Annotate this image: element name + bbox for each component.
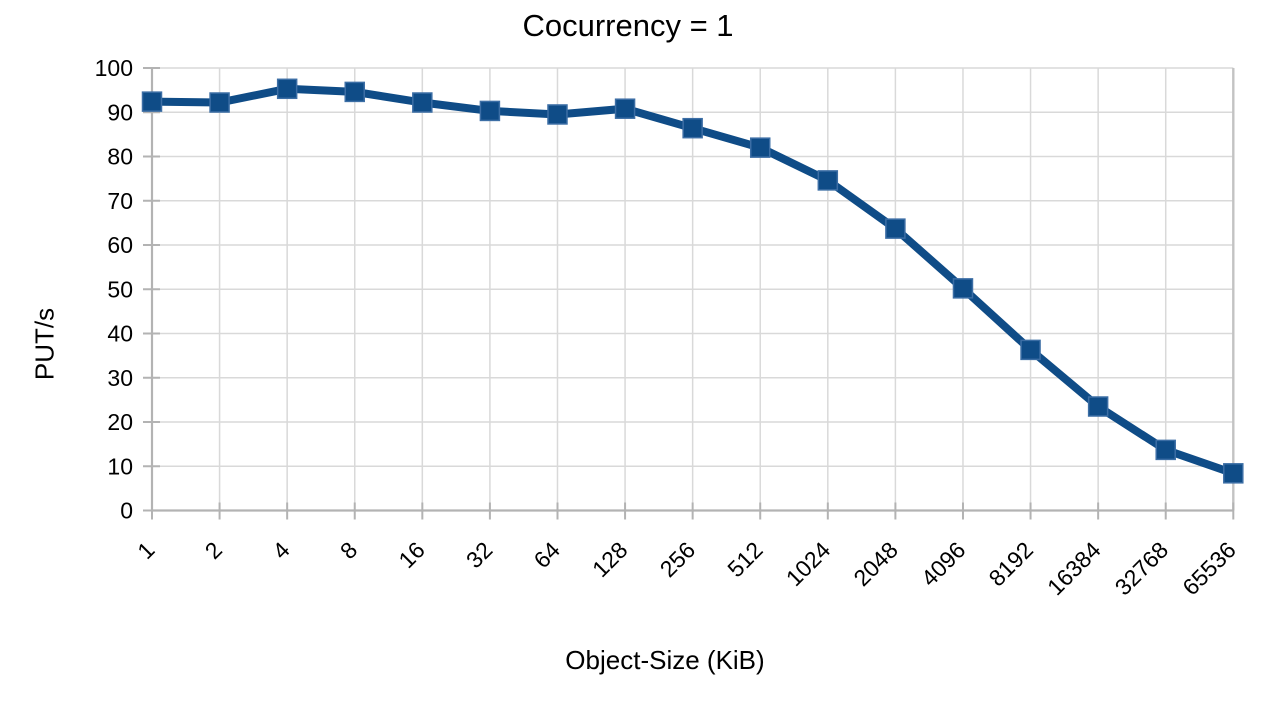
x-tick-label: 32 [461, 537, 497, 573]
x-tick-label: 32768 [1110, 537, 1174, 601]
x-tick-label: 512 [722, 537, 768, 583]
chart-title: Cocurrency = 1 [522, 8, 734, 43]
y-tick-label: 90 [107, 99, 133, 125]
data-point-marker [1223, 463, 1244, 484]
y-tick-label: 20 [107, 409, 133, 435]
x-tick-label: 16384 [1042, 537, 1106, 601]
x-tick-label: 8 [335, 537, 362, 564]
y-tick-label: 10 [107, 453, 133, 479]
y-tick-label: 60 [107, 232, 133, 258]
x-tick-label: 65536 [1177, 537, 1241, 601]
y-tick-label: 100 [95, 55, 133, 81]
data-point-marker [1155, 439, 1176, 461]
y-tick-label: 70 [107, 188, 133, 214]
y-tick-label: 30 [107, 365, 133, 391]
data-point-marker [682, 117, 703, 139]
x-tick-label: 2048 [848, 537, 903, 592]
x-tick-label: 256 [655, 537, 701, 583]
x-tick-label: 64 [529, 537, 566, 574]
data-point-marker [749, 137, 771, 158]
data-point-marker [479, 100, 501, 122]
x-tick-label: 8192 [984, 537, 1039, 592]
data-point-marker [141, 91, 163, 112]
data-point-marker [885, 218, 906, 239]
data-point-marker [276, 78, 298, 100]
x-tick-label: 1 [132, 537, 159, 564]
x-tick-label: 1024 [781, 537, 836, 592]
y-tick-label: 40 [107, 321, 133, 347]
data-point-marker [817, 170, 839, 191]
x-tick-label: 4 [267, 537, 295, 565]
data-point-marker [209, 92, 230, 113]
x-tick-label: 2 [200, 537, 227, 564]
x-tick-label: 4096 [916, 537, 971, 592]
data-point-marker [412, 92, 433, 113]
data-point-marker [1087, 396, 1109, 417]
x-tick-label: 128 [587, 537, 633, 583]
data-point-marker [344, 81, 365, 103]
data-point-marker [614, 98, 636, 119]
y-tick-label: 50 [107, 276, 133, 302]
data-point-marker [952, 278, 974, 299]
data-point-marker [1020, 339, 1041, 361]
y-tick-label: 80 [107, 144, 133, 170]
y-tick-label: 0 [120, 498, 133, 524]
data-point-marker [547, 104, 568, 125]
x-tick-label: 16 [393, 537, 429, 573]
x-axis-title: Object-Size (KiB) [565, 645, 765, 675]
